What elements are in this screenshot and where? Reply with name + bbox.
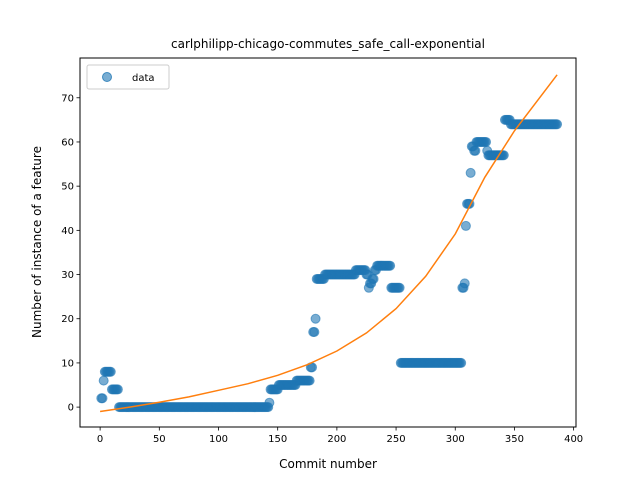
chart-title: carlphilipp-chicago-commutes_safe_call-e…	[171, 37, 485, 51]
y-tick-label: 30	[61, 270, 74, 281]
y-tick-label: 40	[61, 226, 74, 237]
x-axis: 0 50 100 150 200 250 300 350 400	[97, 427, 583, 445]
y-axis-label: Number of instance of a feature	[30, 146, 44, 338]
data-point	[552, 119, 563, 130]
y-tick-label: 50	[61, 182, 74, 193]
y-tick-label: 0	[68, 403, 74, 414]
legend-label-data: data	[132, 73, 155, 84]
data-point	[459, 278, 470, 289]
y-axis: 0 10 20 30 40 50 60 70	[61, 93, 80, 414]
data-point	[105, 366, 116, 377]
data-point	[97, 393, 108, 404]
data-series	[96, 114, 563, 413]
legend: data	[86, 64, 170, 90]
x-tick-label: 300	[446, 434, 465, 445]
data-point	[456, 357, 467, 368]
data-point	[309, 326, 320, 337]
x-tick-label: 50	[153, 434, 166, 445]
data-point	[394, 282, 405, 293]
x-tick-label: 150	[268, 434, 287, 445]
data-point	[310, 313, 321, 324]
data-point	[98, 375, 109, 386]
legend-box	[86, 64, 170, 90]
data-point	[481, 136, 492, 147]
x-tick-label: 250	[387, 434, 406, 445]
data-point	[470, 145, 481, 156]
y-tick-label: 10	[61, 358, 74, 369]
y-tick-label: 60	[61, 137, 74, 148]
x-tick-label: 350	[505, 434, 524, 445]
x-tick-label: 200	[327, 434, 346, 445]
data-point	[264, 397, 275, 408]
plot-area: 0 50 100 150 200 250 300 350 400 0 10 20 30 40 50 60 70	[61, 57, 583, 445]
y-tick-label: 20	[61, 314, 74, 325]
data-point	[368, 273, 379, 284]
data-point	[385, 260, 396, 271]
legend-marker-data	[102, 72, 112, 82]
data-point	[304, 375, 315, 386]
y-tick-label: 70	[61, 93, 74, 104]
fit-line	[99, 74, 558, 413]
x-tick-label: 0	[97, 434, 103, 445]
data-point	[112, 384, 123, 395]
x-tick-label: 400	[564, 434, 583, 445]
x-axis-label: Commit number	[279, 457, 377, 471]
x-tick-label: 100	[209, 434, 228, 445]
data-point	[465, 167, 476, 178]
data-point	[460, 220, 471, 231]
axes-frame	[79, 57, 577, 428]
